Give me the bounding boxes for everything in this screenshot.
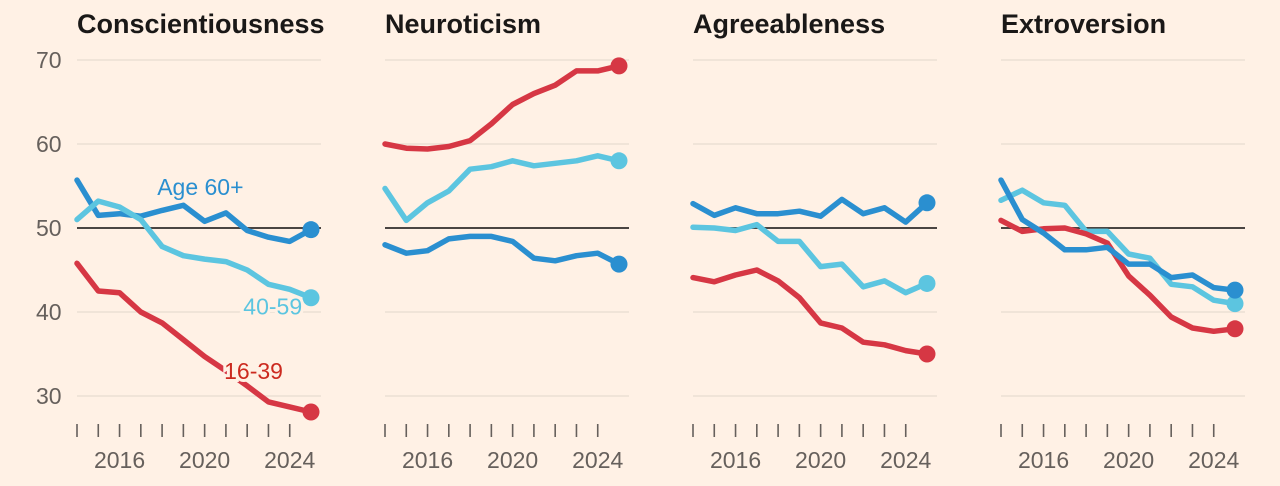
panel-title: Neuroticism bbox=[385, 9, 541, 39]
series-line-2 bbox=[690, 267, 930, 357]
x-tick-label: 2020 bbox=[1103, 447, 1154, 473]
series-label-halo: 40-59 bbox=[243, 294, 302, 320]
panel-title: Agreeableness bbox=[693, 9, 885, 39]
y-tick-label: 30 bbox=[36, 383, 62, 409]
x-tick-label: 2024 bbox=[880, 447, 931, 473]
series-end-marker bbox=[1226, 281, 1244, 299]
y-tick-label: 60 bbox=[36, 131, 62, 157]
series-line-0 bbox=[74, 177, 314, 245]
series-line-2 bbox=[382, 233, 622, 267]
x-tick-label: 2024 bbox=[1188, 447, 1239, 473]
x-tick-label: 2020 bbox=[795, 447, 846, 473]
series-label: Age 60+ bbox=[157, 174, 243, 200]
y-tick-label: 40 bbox=[36, 299, 62, 325]
panel-2: Agreeableness 2016 2020 2024 bbox=[690, 9, 937, 473]
panel-0: Conscientiousness 30 40 50 60 70 2016 2020 2024 bbox=[36, 9, 325, 473]
series-line-1 bbox=[382, 153, 622, 224]
panel-title: Conscientiousness bbox=[77, 9, 325, 39]
panel-title: Extroversion bbox=[1001, 9, 1166, 39]
series-end-marker bbox=[1226, 320, 1244, 338]
x-tick-label: 2020 bbox=[487, 447, 538, 473]
series-end-marker bbox=[610, 255, 628, 273]
y-tick-label: 70 bbox=[36, 47, 62, 73]
series-end-marker bbox=[918, 194, 936, 212]
series-line-2 bbox=[74, 260, 314, 415]
y-tick-label: 50 bbox=[36, 215, 62, 241]
series-label: 40-59 bbox=[243, 294, 302, 320]
series-end-marker bbox=[302, 221, 320, 239]
series-end-marker bbox=[610, 57, 628, 75]
x-tick-label: 2020 bbox=[179, 447, 230, 473]
series-end-marker bbox=[918, 274, 936, 292]
x-tick-label: 2016 bbox=[402, 447, 453, 473]
x-tick-label: 2016 bbox=[710, 447, 761, 473]
panel-1: Neuroticism 2016 2020 2024 bbox=[382, 9, 629, 473]
x-tick-label: 2016 bbox=[1018, 447, 1069, 473]
series-end-marker bbox=[610, 152, 628, 170]
series-line-0 bbox=[998, 187, 1238, 307]
x-tick-label: 2016 bbox=[94, 447, 145, 473]
series-label-halo: Age 60+ bbox=[157, 174, 243, 200]
series-end-marker bbox=[302, 403, 320, 421]
series-line-1 bbox=[74, 198, 314, 301]
series-label-halo: 16-39 bbox=[224, 358, 283, 384]
panel-3: Extroversion 2016 2020 2024 bbox=[998, 9, 1245, 473]
x-tick-label: 2024 bbox=[264, 447, 315, 473]
series-label: 16-39 bbox=[224, 358, 283, 384]
series-end-marker bbox=[1226, 295, 1244, 313]
series-line-0 bbox=[382, 63, 622, 152]
series-end-marker bbox=[302, 289, 320, 307]
series-end-marker bbox=[918, 345, 936, 363]
x-tick-label: 2024 bbox=[572, 447, 623, 473]
series-line-2 bbox=[998, 177, 1238, 293]
series-line-1 bbox=[690, 221, 930, 296]
series-line-1 bbox=[998, 217, 1238, 335]
series-line-0 bbox=[690, 196, 930, 225]
